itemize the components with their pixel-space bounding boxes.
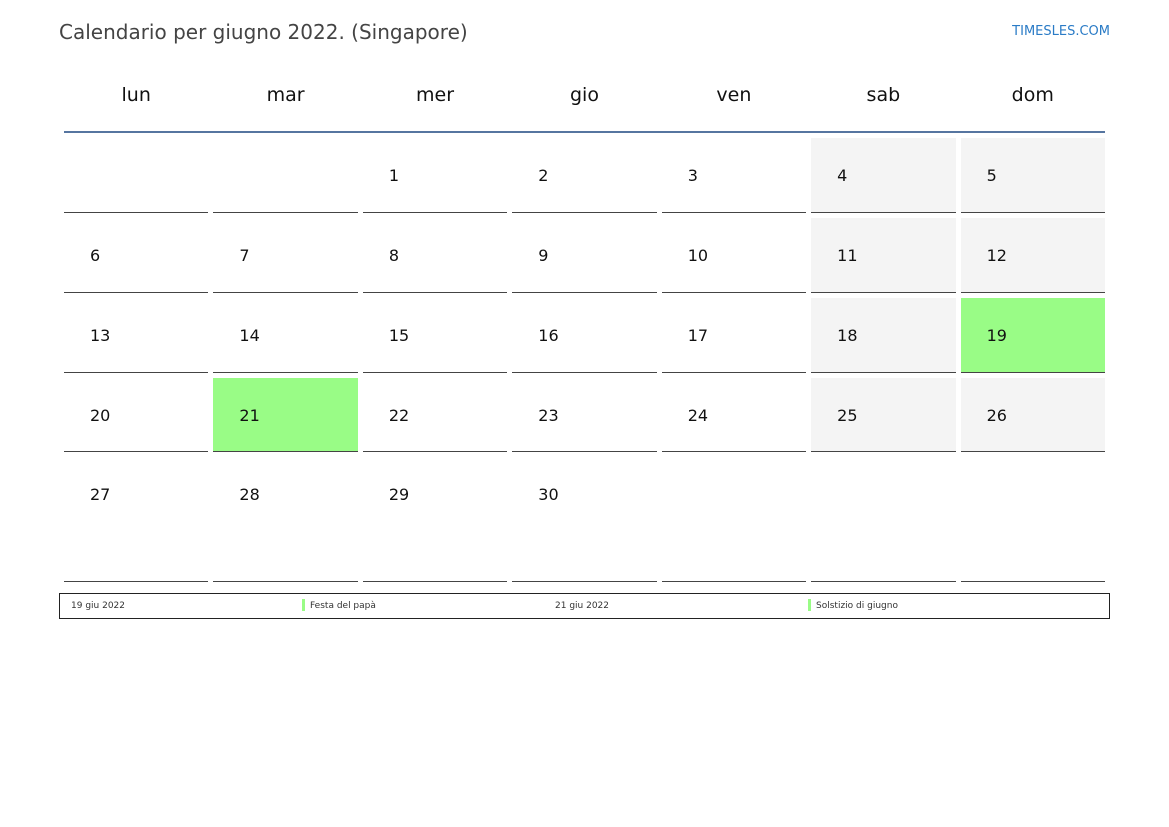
- day-number: 2: [538, 166, 549, 185]
- day-number: 24: [687, 406, 709, 425]
- day-cell: 16: [512, 298, 657, 373]
- day-number: 3: [687, 166, 698, 185]
- day-number: 9: [538, 246, 549, 265]
- calendar-grid: 1 2 3 4 5 6 7 8 9 10 11 12 13 14 15 16 17 18 19 20 21 22 23 24 2…: [64, 138, 1105, 582]
- weekday-header: lun mar mer gio ven sab dom: [64, 84, 1105, 106]
- day-cell: 17: [661, 298, 807, 373]
- page-title: Calendario per giugno 2022. (Singapore): [59, 20, 468, 44]
- day-cell: 22: [362, 378, 508, 452]
- day-number: 23: [538, 406, 559, 425]
- legend-date: 19 giu 2022: [71, 601, 125, 611]
- legend-holiday-name: Festa del papà: [310, 601, 376, 611]
- day-cell: 7: [213, 218, 358, 293]
- day-number: 20: [90, 406, 111, 425]
- empty-cell: [811, 457, 956, 582]
- day-cell: 26: [960, 378, 1105, 452]
- legend-holiday-name: Solstizio di giugno: [816, 601, 898, 611]
- day-number: 8: [388, 246, 400, 265]
- day-cell: 18: [811, 298, 956, 373]
- day-cell: 20: [64, 378, 209, 452]
- day-cell: 23: [512, 378, 657, 452]
- day-number: 11: [837, 246, 858, 265]
- empty-cell: [960, 457, 1105, 582]
- day-number: 28: [239, 485, 260, 504]
- day-cell: 2: [512, 138, 657, 213]
- day-number: 6: [90, 246, 101, 265]
- legend-color-marker: [302, 599, 305, 611]
- day-cell: 11: [811, 218, 956, 293]
- day-number: 22: [388, 406, 410, 425]
- legend-color-marker: [808, 599, 811, 611]
- empty-cell: [64, 138, 209, 213]
- day-cell: 8: [362, 218, 508, 293]
- day-cell: 4: [811, 138, 956, 213]
- weekday-wed: mer: [416, 84, 455, 106]
- day-number: 16: [538, 326, 559, 345]
- day-cell: 19: [960, 298, 1105, 373]
- empty-cell: [661, 457, 807, 582]
- day-number: 14: [239, 326, 260, 345]
- day-number: 7: [239, 246, 250, 265]
- day-cell: 21: [213, 378, 358, 452]
- day-cell: 13: [64, 298, 209, 373]
- weekday-sat: sab: [866, 84, 901, 106]
- header-divider: [64, 131, 1105, 133]
- day-number: 15: [388, 326, 410, 345]
- day-number: 19: [986, 326, 1007, 345]
- day-number: 27: [90, 485, 111, 504]
- empty-cell: [213, 138, 358, 213]
- day-cell: 30: [512, 457, 657, 582]
- day-number: 25: [837, 406, 858, 425]
- legend-date: 21 giu 2022: [555, 601, 609, 611]
- day-number: 1: [388, 166, 400, 185]
- day-cell: 24: [661, 378, 807, 452]
- day-cell: 14: [213, 298, 358, 373]
- day-number: 30: [538, 485, 559, 504]
- weekday-mon: lun: [121, 84, 151, 106]
- day-cell: 28: [213, 457, 358, 582]
- day-cell: 25: [811, 378, 956, 452]
- day-number: 18: [837, 326, 858, 345]
- day-number: 26: [986, 406, 1007, 425]
- day-cell: 1: [362, 138, 508, 213]
- day-cell: 29: [362, 457, 508, 582]
- day-cell: 15: [362, 298, 508, 373]
- day-number: 21: [239, 406, 260, 425]
- holiday-legend: 19 giu 2022 Festa del papà 21 giu 2022 S…: [59, 593, 1110, 619]
- brand-link[interactable]: TIMESLES.COM: [1012, 24, 1110, 39]
- weekday-sun: dom: [1011, 84, 1054, 106]
- day-cell: 10: [661, 218, 807, 293]
- day-number: 12: [986, 246, 1007, 265]
- day-number: 10: [687, 246, 709, 265]
- day-cell: 6: [64, 218, 209, 293]
- day-number: 17: [687, 326, 709, 345]
- day-number: 4: [837, 166, 848, 185]
- day-number: 5: [986, 166, 997, 185]
- day-cell: 12: [960, 218, 1105, 293]
- weekday-thu: gio: [570, 84, 599, 106]
- weekday-tue: mar: [266, 84, 305, 106]
- day-cell: 3: [661, 138, 807, 213]
- day-cell: 5: [960, 138, 1105, 213]
- day-number: 13: [90, 326, 111, 345]
- day-cell: 27: [64, 457, 209, 582]
- day-cell: 9: [512, 218, 657, 293]
- day-number: 29: [388, 485, 410, 504]
- weekday-fri: ven: [716, 84, 752, 106]
